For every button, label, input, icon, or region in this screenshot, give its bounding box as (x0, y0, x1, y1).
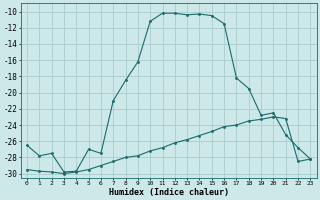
X-axis label: Humidex (Indice chaleur): Humidex (Indice chaleur) (109, 188, 229, 197)
